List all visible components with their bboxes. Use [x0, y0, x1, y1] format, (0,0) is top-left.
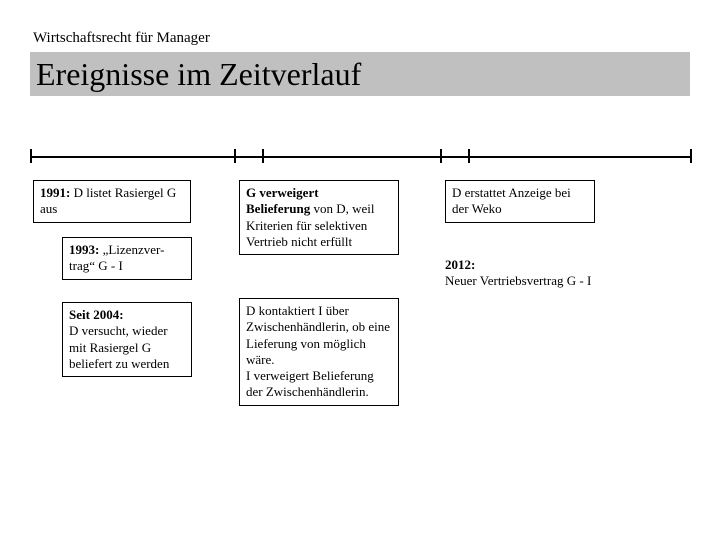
timeline-line	[30, 156, 690, 158]
timeline-tick	[468, 149, 470, 163]
label-bold: Seit 2004:	[69, 307, 124, 322]
label-bold: G verweigert	[246, 185, 319, 200]
event-box-contact: D kontaktiert I über Zwischenhändlerin, …	[239, 298, 399, 406]
label-bold: 1993:	[69, 242, 99, 257]
subtitle: Wirtschaftsrecht für Manager	[33, 30, 210, 47]
label-bold2: Belieferung	[246, 201, 310, 216]
label-text: Neuer Vertriebsvertrag G - I	[445, 273, 591, 288]
timeline-tick	[234, 149, 236, 163]
event-box-1991: 1991: D listet Rasiergel G aus	[33, 180, 191, 223]
timeline-tick	[690, 149, 692, 163]
event-text-2012: 2012: Neuer Vertriebsvertrag G - I	[445, 257, 605, 290]
event-box-2004: Seit 2004: D versucht, wieder mit Rasier…	[62, 302, 192, 377]
timeline-tick	[440, 149, 442, 163]
event-box-weko: D erstattet Anzeige bei der Weko	[445, 180, 595, 223]
title-bar: Ereignisse im Zeitverlauf	[30, 52, 690, 96]
label-text: D erstattet Anzeige bei der Weko	[452, 185, 571, 216]
label-bold: 2012:	[445, 257, 475, 272]
event-box-1993: 1993: „Lizenzver- trag“ G - I	[62, 237, 192, 280]
label-text: D kontaktiert I über Zwischenhändlerin, …	[246, 303, 390, 399]
label-bold: 1991:	[40, 185, 70, 200]
timeline-tick	[262, 149, 264, 163]
event-box-refusal: G verweigert Belieferung von D, weil Kri…	[239, 180, 399, 255]
label-text: D versucht, wieder mit Rasiergel G belie…	[69, 323, 169, 371]
timeline-tick	[30, 149, 32, 163]
page-title: Ereignisse im Zeitverlauf	[30, 52, 690, 97]
